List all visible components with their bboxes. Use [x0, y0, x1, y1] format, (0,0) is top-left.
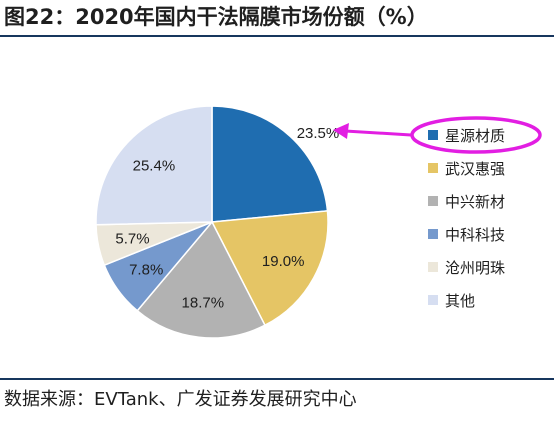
slice-label-1: 23.5% — [297, 125, 340, 142]
legend-label-1: 星源材质 — [445, 127, 505, 145]
pie-slice-6 — [95, 105, 213, 226]
pie-slice-3 — [136, 220, 266, 339]
legend-swatch-3 — [428, 196, 438, 206]
slice-label-3: 18.7% — [182, 295, 225, 312]
legend-swatch-1 — [428, 130, 438, 140]
legend-swatch-6 — [428, 295, 438, 305]
pie-slice-1 — [211, 105, 329, 223]
pie-slices — [95, 105, 329, 339]
legend-swatch-5 — [428, 262, 438, 272]
legend-label-5: 沧州明珠 — [445, 259, 505, 277]
legend-label-2: 武汉惠强 — [445, 160, 505, 178]
pie-chart: 23.5% 19.0% 18.7% 7.8% 5.7% 25.4% 星源材质武汉惠强中兴新… — [95, 105, 542, 339]
highlight-arrow-line — [344, 129, 412, 137]
source-note: 数据来源：EVTank、广发证券发展研究中心 — [4, 389, 357, 410]
pie-labels: 23.5% 19.0% 18.7% 7.8% 5.7% 25.4% — [115, 125, 339, 312]
source-divider — [0, 378, 554, 380]
slice-label-5: 5.7% — [115, 230, 149, 247]
legend-label-3: 中兴新材 — [445, 193, 505, 211]
pie-slice-2 — [210, 210, 329, 327]
slice-label-2: 19.0% — [262, 253, 305, 270]
legend-swatch-4 — [428, 229, 438, 239]
highlight-arrow-head — [333, 123, 349, 139]
legend-label-6: 其他 — [445, 292, 475, 310]
legend-swatch-2 — [428, 163, 438, 173]
highlight-annotation — [333, 116, 542, 154]
highlight-ellipse — [410, 116, 542, 154]
title-divider — [0, 35, 554, 37]
slice-label-6: 25.4% — [133, 157, 176, 174]
legend-label-4: 中科科技 — [445, 226, 505, 244]
slice-label-4: 7.8% — [129, 262, 163, 279]
chart-title: 图22：2020年国内干法隔膜市场份额（%） — [4, 5, 428, 29]
